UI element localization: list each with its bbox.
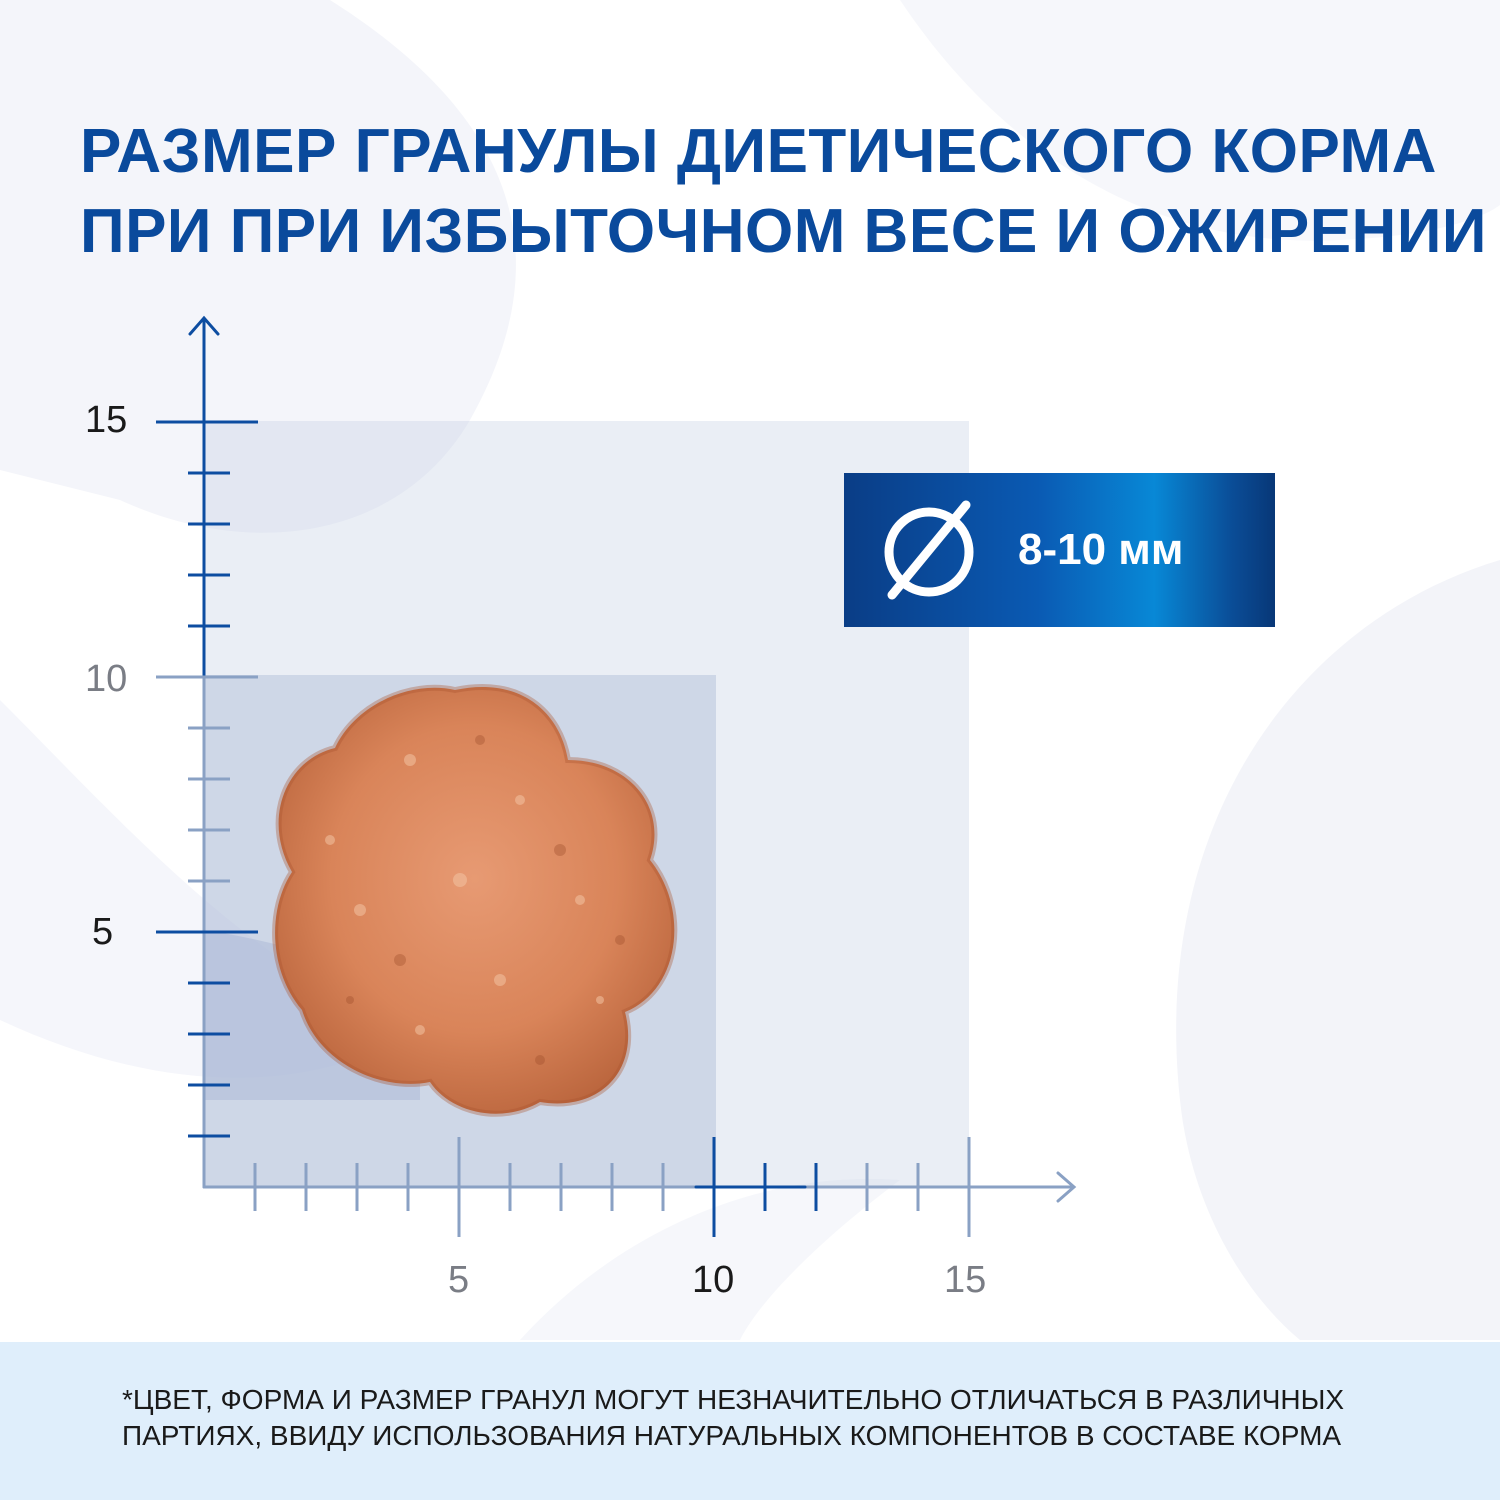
size-value: 8-10 мм (1018, 525, 1184, 574)
axis-ticks (156, 420, 971, 1237)
granule-image (272, 683, 678, 1117)
diameter-icon (884, 500, 974, 600)
title-line-2: ПРИ ПРИ ИЗБЫТОЧНОМ ВЕСЕ И ОЖИРЕНИИ (80, 197, 1487, 266)
footnote: *ЦВЕТ, ФОРМА И РАЗМЕР ГРАНУЛ МОГУТ НЕЗНА… (122, 1382, 1422, 1454)
y-tick-10: 10 (85, 658, 127, 700)
x-tick-15: 15 (944, 1259, 986, 1300)
size-scale-chart: 15 10 5 5 10 15 (85, 315, 1077, 1300)
footnote-line-2: ПАРТИЯХ, ВВИДУ ИСПОЛЬЗОВАНИЯ НАТУРАЛЬНЫХ… (122, 1420, 1342, 1451)
size-badge: 8-10 мм (844, 473, 1275, 627)
y-tick-5: 5 (92, 911, 113, 953)
title-line-1: РАЗМЕР ГРАНУЛЫ ДИЕТИЧЕСКОГО КОРМА (80, 117, 1437, 186)
y-tick-15: 15 (85, 399, 127, 441)
footnote-line-1: *ЦВЕТ, ФОРМА И РАЗМЕР ГРАНУЛ МОГУТ НЕЗНА… (122, 1384, 1345, 1415)
footnote-bar: *ЦВЕТ, ФОРМА И РАЗМЕР ГРАНУЛ МОГУТ НЕЗНА… (0, 1342, 1500, 1500)
x-tick-5: 5 (448, 1259, 469, 1300)
page-title: РАЗМЕР ГРАНУЛЫ ДИЕТИЧЕСКОГО КОРМА ПРИ ПР… (80, 112, 1487, 272)
x-tick-10: 10 (692, 1259, 734, 1300)
